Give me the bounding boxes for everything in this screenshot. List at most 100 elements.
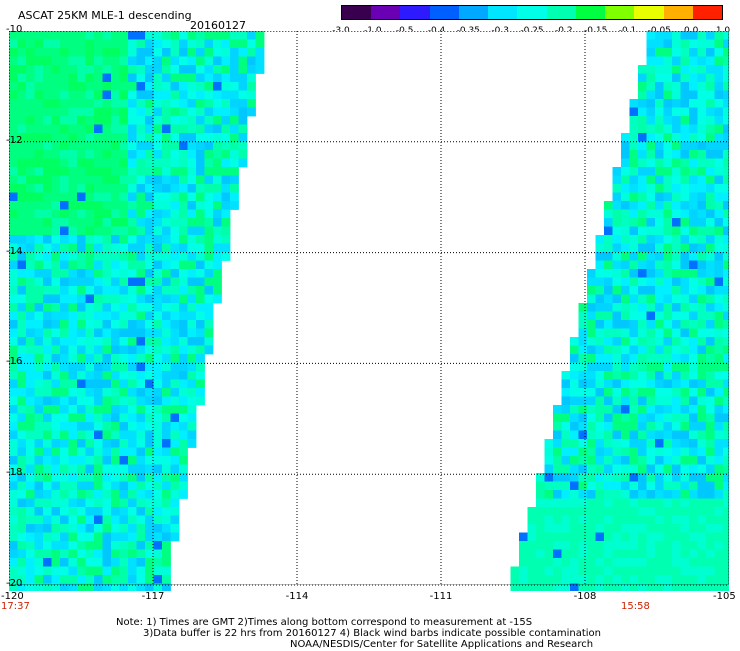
swath-cell bbox=[94, 320, 103, 329]
swath-cell bbox=[119, 73, 129, 83]
swath-cell bbox=[77, 490, 86, 499]
swath-cell bbox=[68, 56, 78, 66]
swath-cell bbox=[527, 524, 537, 533]
swath-cell bbox=[145, 209, 154, 219]
swath-cell bbox=[646, 184, 656, 193]
swath-cell bbox=[119, 294, 129, 304]
swath-cell bbox=[153, 405, 163, 414]
swath-cell bbox=[9, 473, 18, 482]
swath-cell bbox=[255, 39, 265, 49]
swath-cell bbox=[145, 464, 154, 474]
swath-cell bbox=[17, 39, 27, 49]
swath-cell bbox=[68, 490, 78, 499]
swath-cell bbox=[544, 524, 554, 533]
swath-cell bbox=[162, 583, 171, 591]
swath-cell bbox=[655, 413, 664, 423]
swath-cell bbox=[26, 175, 35, 185]
swath-cell bbox=[162, 184, 171, 193]
swath-cell bbox=[655, 48, 664, 57]
swath-cell bbox=[119, 405, 129, 414]
swath-cell bbox=[43, 39, 52, 49]
swath-cell bbox=[9, 439, 18, 448]
swath-cell bbox=[536, 566, 545, 576]
swath-cell bbox=[77, 158, 86, 168]
swath-cell bbox=[187, 413, 197, 423]
swath-cell bbox=[94, 56, 103, 66]
swath-cell bbox=[102, 141, 112, 151]
swath-cell bbox=[655, 558, 664, 567]
swath-cell bbox=[9, 90, 18, 100]
swath-cell bbox=[612, 226, 622, 236]
swath-cell bbox=[587, 294, 596, 304]
swath-cell bbox=[85, 575, 95, 584]
swath-cell bbox=[238, 158, 248, 168]
swath-cell bbox=[17, 107, 27, 117]
swath-cell bbox=[544, 532, 554, 542]
swath-cell bbox=[102, 269, 112, 278]
swath-cell bbox=[706, 56, 715, 66]
swath-cell bbox=[60, 286, 69, 295]
swath-cell bbox=[145, 65, 154, 74]
swath-cell bbox=[179, 388, 188, 397]
swath-cell bbox=[553, 490, 562, 499]
swath-cell bbox=[128, 243, 137, 253]
swath-cell bbox=[153, 439, 163, 448]
swath-cell bbox=[638, 107, 647, 117]
swath-cell bbox=[111, 56, 120, 66]
swath-cell bbox=[612, 235, 622, 244]
swath-cell bbox=[187, 260, 197, 270]
swath-cell bbox=[17, 235, 27, 244]
swath-cell bbox=[519, 575, 528, 584]
swath-cell bbox=[646, 379, 656, 389]
swath-cell bbox=[697, 473, 707, 482]
swath-cell bbox=[612, 481, 622, 491]
swath-cell bbox=[706, 243, 715, 253]
swath-cell bbox=[697, 490, 707, 499]
swath-cell bbox=[60, 532, 69, 542]
swath-cell bbox=[94, 379, 103, 389]
swath-cell bbox=[187, 133, 197, 142]
swath-cell bbox=[706, 566, 715, 576]
swath-cell bbox=[94, 430, 103, 440]
swath-cell bbox=[51, 379, 61, 389]
swath-cell bbox=[655, 226, 664, 236]
swath-cell bbox=[43, 430, 52, 440]
swath-cell bbox=[629, 481, 639, 491]
swath-cell bbox=[145, 303, 154, 312]
swath-cell bbox=[196, 73, 205, 83]
swath-cell bbox=[578, 447, 588, 457]
swath-cell bbox=[128, 107, 137, 117]
swath-cell bbox=[680, 524, 690, 533]
swath-cell bbox=[162, 524, 171, 533]
swath-cell bbox=[638, 405, 647, 414]
swath-cell bbox=[663, 405, 673, 414]
swath-cell bbox=[587, 439, 596, 448]
swath-cell bbox=[714, 252, 724, 261]
swath-cell bbox=[578, 532, 588, 542]
swath-cell bbox=[706, 388, 715, 397]
swath-cell bbox=[77, 167, 86, 176]
swath-cell bbox=[663, 311, 673, 321]
swath-cell bbox=[34, 175, 44, 185]
swath-cell bbox=[196, 345, 205, 355]
swath-cell bbox=[68, 158, 78, 168]
swath-cell bbox=[621, 481, 630, 491]
swath-cell bbox=[68, 243, 78, 253]
swath-cell bbox=[145, 82, 154, 91]
swath-cell bbox=[595, 371, 605, 380]
swath-cell bbox=[111, 192, 120, 202]
swath-cell bbox=[60, 541, 69, 550]
swath-cell bbox=[621, 541, 630, 550]
swath-cell bbox=[519, 549, 528, 559]
swath-cell bbox=[145, 405, 154, 414]
swath-cell bbox=[102, 524, 112, 533]
swath-cell bbox=[655, 133, 664, 142]
swath-cell bbox=[43, 507, 52, 516]
swath-cell bbox=[561, 422, 571, 431]
swath-cell bbox=[60, 99, 69, 108]
swath-cell bbox=[714, 73, 724, 83]
swath-cell bbox=[26, 39, 35, 49]
swath-cell bbox=[170, 345, 180, 355]
swath-cell bbox=[213, 99, 222, 108]
swath-cell bbox=[689, 388, 698, 397]
